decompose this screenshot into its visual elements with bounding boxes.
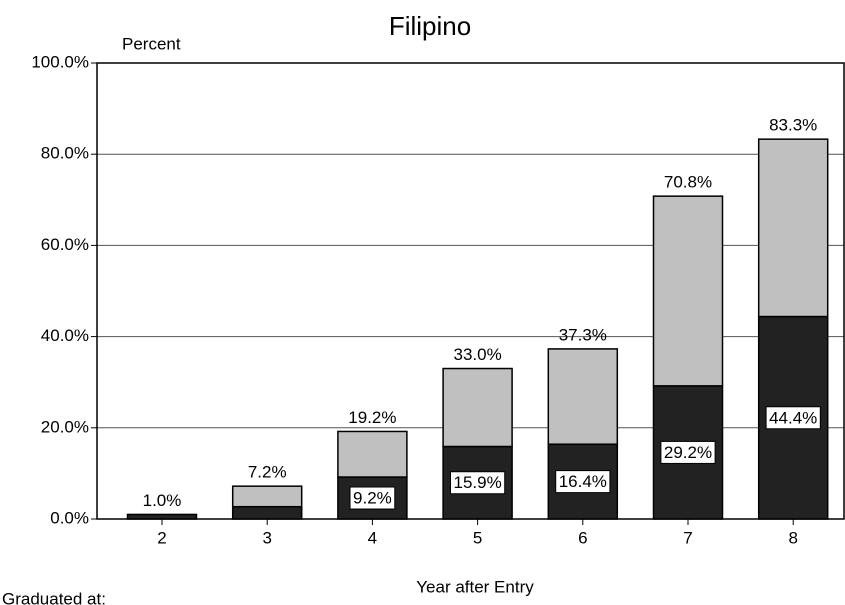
value-label-box [660, 440, 716, 464]
y-tick-label: 40.0% [41, 326, 89, 345]
x-tick-label: 7 [683, 528, 692, 547]
bar-segment [337, 430, 408, 478]
total-label: 70.8% [664, 173, 712, 192]
x-tick-label: 3 [262, 528, 271, 547]
value-label: 29.2% [664, 443, 712, 462]
y-axis-label: Percent [122, 34, 181, 53]
x-tick-label: 4 [368, 528, 377, 547]
value-label: 16.4% [559, 472, 607, 491]
value-label: 44.4% [769, 408, 817, 427]
y-tick-label: 100.0% [31, 52, 89, 71]
total-label: 1.0% [143, 491, 182, 510]
value-label-box [449, 471, 506, 495]
chart-title: Filipino [389, 11, 471, 41]
y-tick-label: 80.0% [41, 144, 89, 163]
total-label: 37.3% [559, 325, 607, 344]
legend-title: Graduated at: [2, 589, 106, 605]
bar-segment [231, 505, 303, 520]
x-tick-label: 6 [578, 528, 587, 547]
bar-segment [231, 485, 303, 508]
bar-segment [757, 138, 829, 318]
value-label: 15.9% [453, 473, 501, 492]
x-tick-label: 2 [157, 528, 166, 547]
y-tick-label: 60.0% [41, 235, 89, 254]
x-axis-label: Year after Entry [416, 577, 534, 596]
total-label: 7.2% [248, 463, 287, 482]
bar-segment [442, 367, 513, 448]
value-label-box [349, 486, 396, 510]
bar-segment [547, 348, 619, 445]
total-label: 83.3% [769, 116, 817, 135]
y-tick-label: 20.0% [41, 417, 89, 436]
x-tick-label: 8 [788, 528, 797, 547]
bar-segment [126, 513, 198, 520]
y-tick-label: 0.0% [50, 508, 89, 527]
x-tick-label: 5 [473, 528, 482, 547]
value-label: 9.2% [353, 489, 392, 508]
bar-segment [652, 195, 724, 387]
value-label-box [555, 470, 611, 494]
value-label-box [765, 406, 821, 430]
total-label: 19.2% [348, 408, 396, 427]
total-label: 33.0% [453, 345, 501, 364]
